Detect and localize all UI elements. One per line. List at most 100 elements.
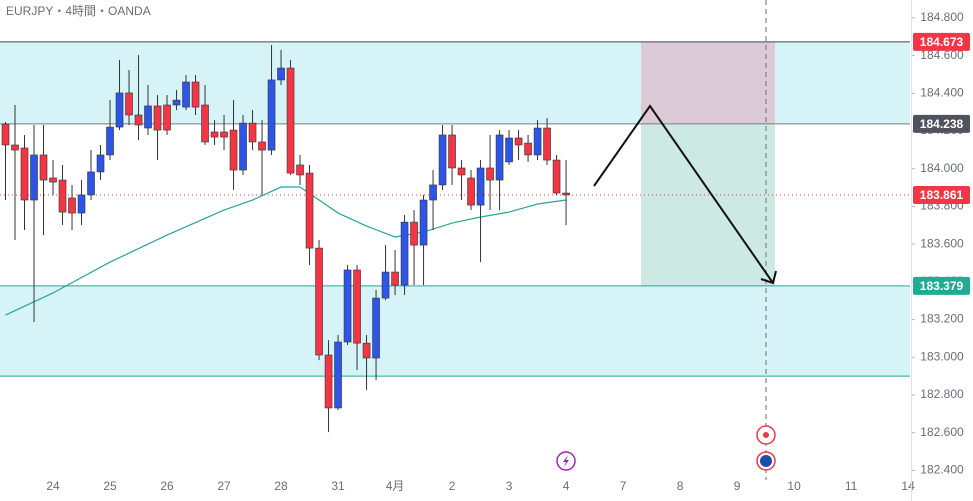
price-label: 183.861	[920, 188, 964, 202]
candle-body	[362, 342, 371, 359]
price-label-box	[913, 276, 970, 295]
candle-body	[1, 123, 10, 146]
candle-body	[391, 271, 399, 286]
candle-body	[163, 104, 171, 131]
x-tick-label: 4	[563, 479, 570, 493]
event-icon-glyph	[763, 432, 769, 438]
y-tick-label: 183.200	[920, 312, 964, 326]
candle-body	[220, 131, 228, 138]
candle-body	[476, 167, 485, 206]
candle-body	[353, 269, 361, 344]
candle-body	[258, 141, 266, 151]
candle-body	[486, 167, 494, 181]
x-tick-label: 11	[845, 479, 858, 493]
event-icon-glyph	[563, 455, 569, 467]
candle-body	[134, 114, 143, 126]
candle-body	[153, 105, 162, 131]
candle-body	[58, 179, 67, 213]
x-tick-label: 24	[46, 479, 60, 493]
y-tick-label: 183.600	[920, 236, 964, 250]
zone	[0, 285, 910, 377]
candle-body	[87, 171, 95, 196]
stop-area	[641, 41, 775, 124]
candle-body	[324, 354, 333, 409]
x-tick-label: 27	[217, 479, 231, 493]
candle-body	[505, 137, 513, 163]
candle-body	[201, 104, 209, 143]
candle-body	[106, 126, 114, 156]
x-tick-label: 28	[274, 479, 288, 493]
y-tick-label: 182.400	[920, 463, 964, 477]
x-tick-label: 14	[901, 479, 915, 493]
event-icons	[556, 425, 776, 471]
candle-body	[20, 147, 29, 201]
candle-body	[11, 144, 19, 151]
candle-body	[172, 99, 181, 106]
price-label-box	[913, 32, 970, 51]
arrow-head	[760, 270, 777, 285]
candle-body	[182, 81, 190, 108]
candle-body	[267, 79, 276, 151]
chart-title: EURJPY・4時間・OANDA	[6, 4, 151, 18]
price-labels: 184.673 184.238 183.861 183.379	[913, 32, 970, 295]
zones	[0, 41, 910, 377]
candle-body	[315, 247, 323, 356]
candle-body	[191, 81, 200, 108]
x-tick-label: 25	[103, 479, 117, 493]
x-tick-label: 2	[449, 479, 456, 493]
candle-body	[277, 67, 285, 81]
candle-body	[495, 134, 504, 181]
candle-body	[77, 194, 86, 214]
x-tick-label: 8	[677, 479, 684, 493]
x-tick-label: 31	[331, 479, 345, 493]
candle-body	[229, 129, 238, 171]
price-label: 183.379	[920, 279, 964, 293]
candle-body	[343, 269, 352, 343]
candle-body	[457, 167, 466, 176]
y-tick-label: 184.000	[920, 161, 964, 175]
candle-body	[296, 164, 304, 176]
candle-body	[429, 184, 437, 201]
y-tick-label: 184.800	[920, 10, 964, 24]
candle-body	[305, 172, 314, 249]
candle-body	[410, 221, 418, 246]
x-tick-label: 7	[620, 479, 627, 493]
candle-body	[400, 221, 409, 286]
price-label-box	[913, 185, 970, 204]
candle-body	[239, 122, 247, 171]
price-label-box	[913, 114, 970, 133]
candle-body	[467, 177, 475, 206]
target-area	[641, 123, 775, 286]
y-tick-label: 182.600	[920, 425, 964, 439]
candle-body	[144, 105, 152, 129]
x-tick-label: 10	[787, 479, 801, 493]
candle-body	[514, 137, 523, 146]
candle-body	[286, 67, 295, 174]
candle-body	[543, 127, 551, 161]
y-tick-label: 184.400	[920, 85, 964, 99]
price-label: 184.238	[920, 117, 964, 131]
candle-body	[381, 271, 390, 299]
candle-body	[562, 192, 570, 196]
y-tick-label: 182.800	[920, 387, 964, 401]
y-tick-label: 184.600	[920, 48, 964, 62]
event-icon-glyph	[760, 455, 772, 467]
candle-body	[96, 154, 105, 173]
candle-body	[334, 341, 342, 409]
x-tick-label: 26	[160, 479, 174, 493]
candle-body	[115, 92, 124, 128]
candles	[1, 45, 570, 433]
candle-body	[438, 134, 447, 186]
x-tick-label: 9	[734, 479, 741, 493]
candle-body	[533, 127, 542, 156]
arrow	[593, 104, 774, 284]
x-tick-label: 4月	[386, 479, 405, 493]
candle-body	[30, 154, 38, 201]
candle-body	[210, 131, 219, 138]
candle-body	[448, 134, 456, 169]
price-label: 184.673	[920, 35, 964, 49]
candle-body	[248, 122, 257, 143]
candle-body	[552, 159, 561, 194]
candle-body	[524, 142, 532, 156]
